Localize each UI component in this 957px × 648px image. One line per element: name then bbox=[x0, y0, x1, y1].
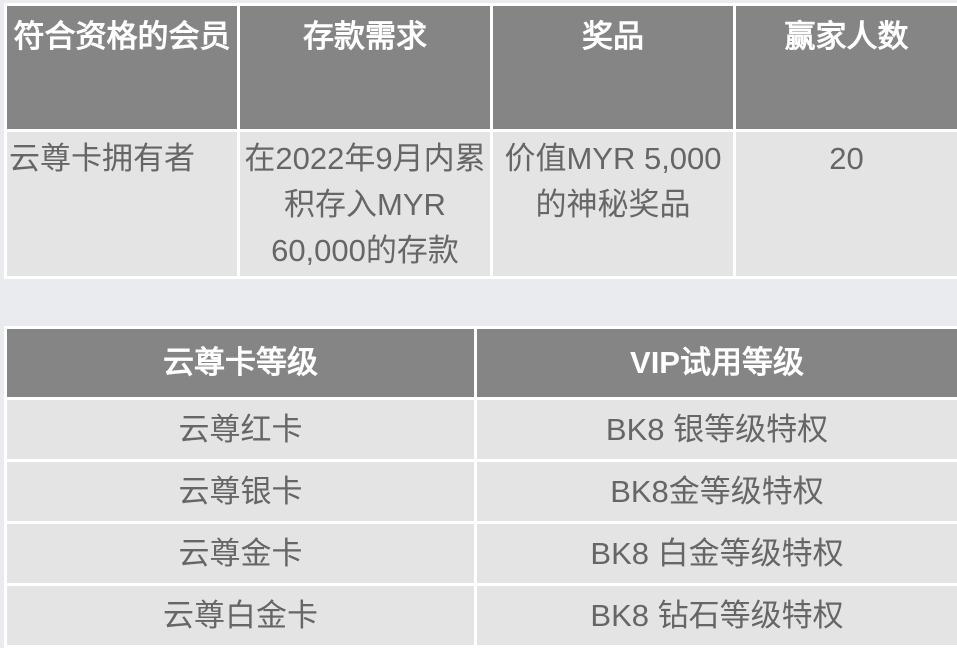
header-deposit-requirement: 存款需求 bbox=[240, 6, 490, 129]
table-row: 云尊银卡 BK8金等级特权 bbox=[7, 462, 957, 521]
table-header-row: 云尊卡等级 VIP试用等级 bbox=[7, 329, 957, 397]
tier-table: 云尊卡等级 VIP试用等级 云尊红卡 BK8 银等级特权 云尊银卡 BK8金等级… bbox=[4, 326, 957, 648]
table-row: 云尊金卡 BK8 白金等级特权 bbox=[7, 524, 957, 583]
table-header-row: 符合资格的会员 存款需求 奖品 赢家人数 bbox=[7, 6, 957, 129]
cell-winners: 20 bbox=[736, 132, 957, 276]
cell-vip-tier: BK8金等级特权 bbox=[477, 462, 957, 521]
header-prize: 奖品 bbox=[493, 6, 733, 129]
header-eligible-members: 符合资格的会员 bbox=[7, 6, 237, 129]
cell-member: 云尊卡拥有者 bbox=[7, 132, 237, 276]
cell-vip-tier: BK8 钻石等级特权 bbox=[477, 586, 957, 645]
cell-vip-tier: BK8 白金等级特权 bbox=[477, 524, 957, 583]
cell-prize: 价值MYR 5,000的神秘奖品 bbox=[493, 132, 733, 276]
cell-card-tier: 云尊红卡 bbox=[7, 400, 474, 459]
table-row: 云尊白金卡 BK8 钻石等级特权 bbox=[7, 586, 957, 645]
cell-card-tier: 云尊银卡 bbox=[7, 462, 474, 521]
cell-card-tier: 云尊金卡 bbox=[7, 524, 474, 583]
eligibility-table: 符合资格的会员 存款需求 奖品 赢家人数 云尊卡拥有者 在2022年9月内累积存… bbox=[4, 3, 957, 279]
table-row: 云尊红卡 BK8 银等级特权 bbox=[7, 400, 957, 459]
cell-deposit: 在2022年9月内累积存入MYR 60,000的存款 bbox=[240, 132, 490, 276]
header-card-tier: 云尊卡等级 bbox=[7, 329, 474, 397]
cell-card-tier: 云尊白金卡 bbox=[7, 586, 474, 645]
header-vip-trial-tier: VIP试用等级 bbox=[477, 329, 957, 397]
cell-vip-tier: BK8 银等级特权 bbox=[477, 400, 957, 459]
header-winners: 赢家人数 bbox=[736, 6, 957, 129]
table-row: 云尊卡拥有者 在2022年9月内累积存入MYR 60,000的存款 价值MYR … bbox=[7, 132, 957, 276]
